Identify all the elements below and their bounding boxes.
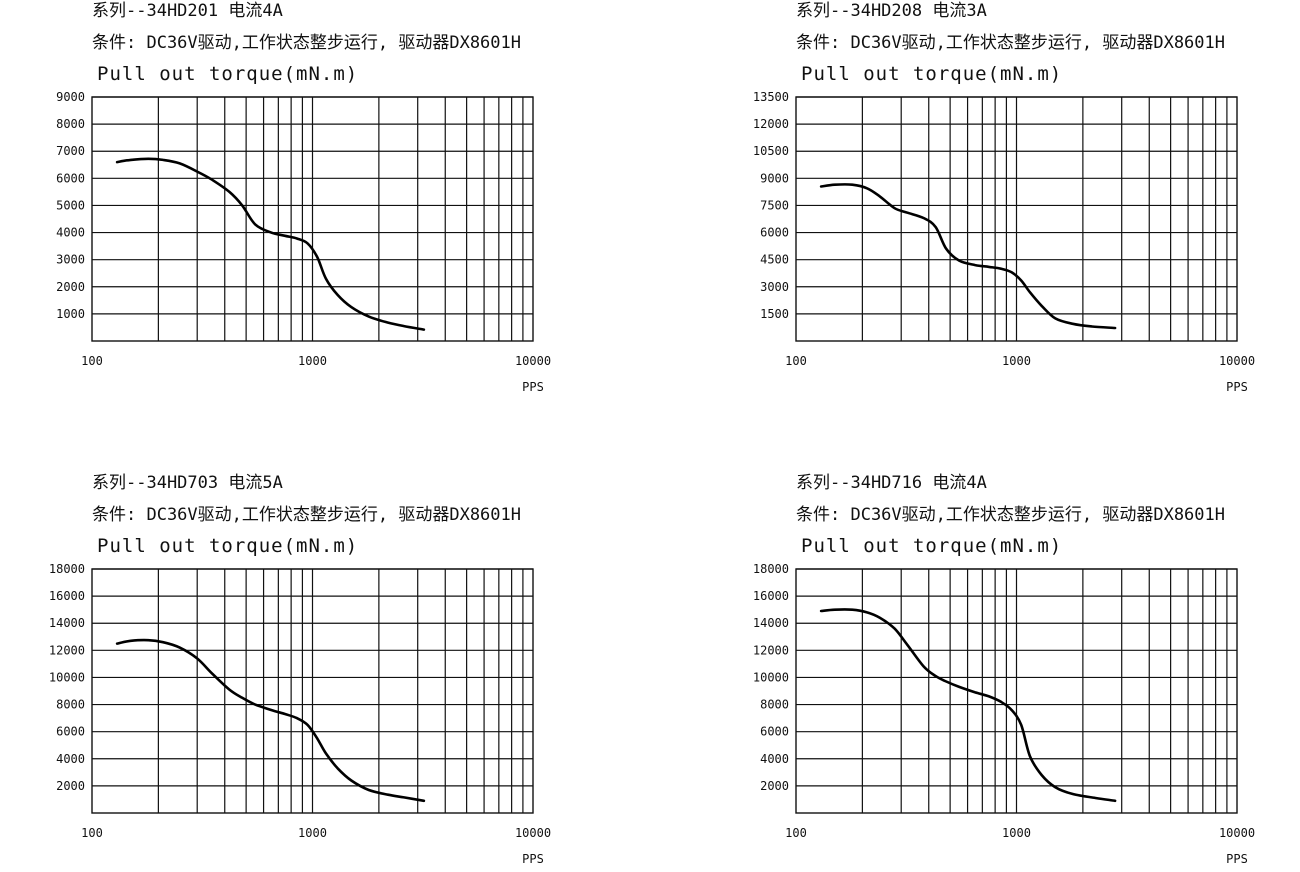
chart-svg: 2000 4000 6000 8000 10000 12000 14000 16000 1800… xyxy=(49,562,551,866)
chart-series-title: 系列--34HD208 电流3A xyxy=(796,1,987,21)
x-tick-label: 10000 xyxy=(1219,826,1255,840)
torque-curve xyxy=(115,157,426,331)
x-tick-label: 10000 xyxy=(1219,354,1255,368)
chart-svg: 1000 2000 3000 4000 5000 6000 7000 8000 9000 100 1… xyxy=(56,90,551,394)
y-tick-label: 13500 xyxy=(753,90,789,104)
y-tick-label: 16000 xyxy=(753,589,789,603)
x-tick-label: 10000 xyxy=(515,354,551,368)
x-tick-label: 10000 xyxy=(515,826,551,840)
x-tick-label: 1000 xyxy=(298,354,327,368)
x-tick-label: 100 xyxy=(81,354,103,368)
y-tick-label: 10000 xyxy=(753,670,789,684)
y-tick-label: 4000 xyxy=(56,226,85,240)
y-tick-label: 2000 xyxy=(56,280,85,294)
y-tick-label: 12000 xyxy=(753,117,789,131)
y-tick-label: 6000 xyxy=(56,725,85,739)
torque-curve xyxy=(115,638,426,803)
chart-series-title: 系列--34HD703 电流5A xyxy=(92,473,283,493)
y-axis-label: Pull out torque(mN.m) xyxy=(801,535,1063,557)
y-tick-label: 4000 xyxy=(760,752,789,766)
y-tick-label: 9000 xyxy=(760,171,789,185)
chart-condition-text: 条件: DC36V驱动,工作状态整步运行, 驱动器DX8601H xyxy=(92,505,521,525)
y-tick-label: 14000 xyxy=(49,616,85,630)
x-axis-label: PPS xyxy=(522,852,544,866)
y-tick-label: 12000 xyxy=(753,643,789,657)
chart-panel-4: 系列--34HD716 电流4A 条件: DC36V驱动,工作状态整步运行, 驱动… xyxy=(753,472,1300,872)
y-tick-label: 18000 xyxy=(49,562,85,576)
chart-series-title: 系列--34HD201 电流4A xyxy=(92,1,283,21)
y-tick-label: 2000 xyxy=(760,779,789,793)
y-tick-label: 4500 xyxy=(760,253,789,267)
chart-panel-1: 系列--34HD201 电流4A 条件: DC36V驱动,工作状态整步运行, 驱动… xyxy=(56,0,692,400)
y-tick-label: 10000 xyxy=(49,670,85,684)
torque-curve xyxy=(819,183,1117,330)
y-axis-label: Pull out torque(mN.m) xyxy=(97,63,359,85)
y-tick-label: 2000 xyxy=(56,779,85,793)
y-tick-label: 1500 xyxy=(760,307,789,321)
y-tick-label: 7000 xyxy=(56,144,85,158)
y-tick-label: 3000 xyxy=(56,253,85,267)
x-tick-label: 100 xyxy=(785,354,807,368)
y-tick-label: 12000 xyxy=(49,643,85,657)
chart-panel-2: 系列--34HD208 电流3A 条件: DC36V驱动,工作状态整步运行, 驱动… xyxy=(753,0,1300,400)
y-tick-label: 1000 xyxy=(56,307,85,321)
x-axis-label: PPS xyxy=(1226,380,1248,394)
y-tick-label: 4000 xyxy=(56,752,85,766)
x-tick-label: 100 xyxy=(81,826,103,840)
y-tick-label: 3000 xyxy=(760,280,789,294)
chart-panel-3: 系列--34HD703 电流5A 条件: DC36V驱动,工作状态整步运行, 驱动… xyxy=(49,472,692,872)
y-axis-label: Pull out torque(mN.m) xyxy=(97,535,359,557)
y-tick-label: 18000 xyxy=(753,562,789,576)
chart-condition-text: 条件: DC36V驱动,工作状态整步运行, 驱动器DX8601H xyxy=(796,505,1225,525)
chart-svg: 2000 4000 6000 8000 10000 12000 14000 16000 1800… xyxy=(753,562,1255,866)
y-tick-label: 6000 xyxy=(760,725,789,739)
x-axis-label: PPS xyxy=(1226,852,1248,866)
y-tick-label: 10500 xyxy=(753,144,789,158)
y-tick-label: 6000 xyxy=(56,171,85,185)
chart-svg: 1500 3000 4500 6000 7500 9000 10500 12000 13500 1… xyxy=(753,90,1255,394)
plot-frame xyxy=(91,568,534,814)
y-tick-label: 9000 xyxy=(56,90,85,104)
plot-frame xyxy=(795,568,1238,814)
y-tick-label: 8000 xyxy=(56,698,85,712)
plot-frame xyxy=(91,96,534,342)
y-axis-label: Pull out torque(mN.m) xyxy=(801,63,1063,85)
torque-curve xyxy=(819,608,1117,803)
y-tick-label: 8000 xyxy=(56,117,85,131)
y-tick-label: 6000 xyxy=(760,226,789,240)
y-tick-label: 8000 xyxy=(760,698,789,712)
y-tick-label: 16000 xyxy=(49,589,85,603)
chart-series-title: 系列--34HD716 电流4A xyxy=(796,473,987,493)
y-tick-label: 5000 xyxy=(56,198,85,212)
chart-condition-text: 条件: DC36V驱动,工作状态整步运行, 驱动器DX8601H xyxy=(796,33,1225,53)
x-tick-label: 1000 xyxy=(1002,826,1031,840)
x-axis-label: PPS xyxy=(522,380,544,394)
chart-condition-text: 条件: DC36V驱动,工作状态整步运行, 驱动器DX8601H xyxy=(92,33,521,53)
y-tick-label: 14000 xyxy=(753,616,789,630)
plot-frame xyxy=(795,96,1238,342)
x-tick-label: 100 xyxy=(785,826,807,840)
x-tick-label: 1000 xyxy=(1002,354,1031,368)
x-tick-label: 1000 xyxy=(298,826,327,840)
y-tick-label: 7500 xyxy=(760,198,789,212)
